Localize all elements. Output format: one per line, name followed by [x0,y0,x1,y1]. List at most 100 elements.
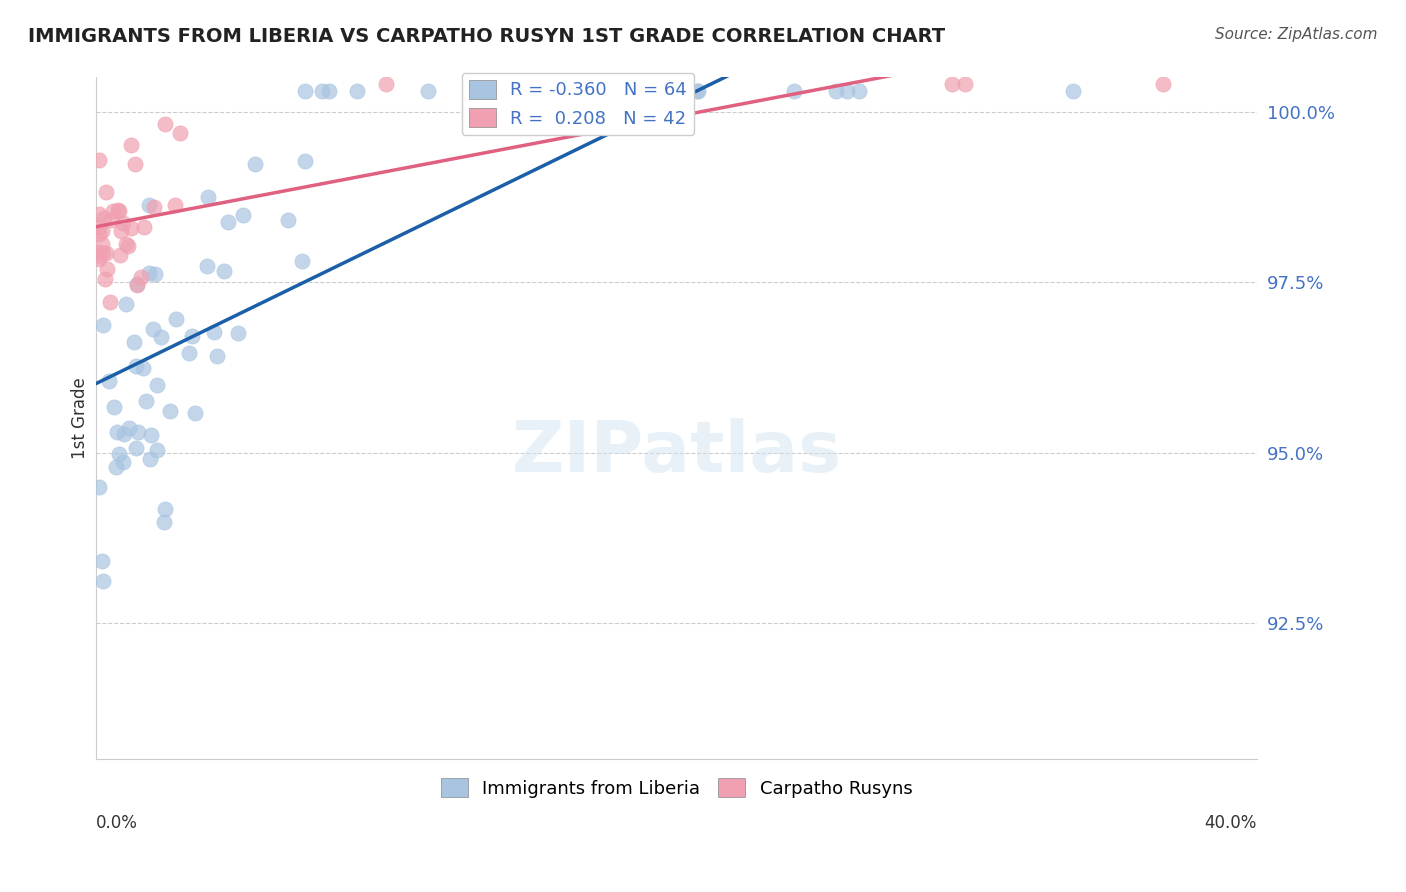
Point [114,297,136,311]
Point [375,77,398,91]
Point [87,249,110,263]
Point [231,208,253,222]
Point [212,263,235,277]
Point [686,84,709,98]
Point [600,77,623,91]
Point [163,198,186,212]
Point [101,203,124,218]
Point [318,84,340,98]
Point [294,154,316,169]
Text: IMMIGRANTS FROM LIBERIA VS CARPATHO RUSYN 1ST GRADE CORRELATION CHART: IMMIGRANTS FROM LIBERIA VS CARPATHO RUSY… [28,27,945,45]
Point [159,403,181,417]
Point [105,425,128,439]
Point [134,219,156,234]
Point [127,425,149,439]
Point [90,237,112,252]
Point [93,211,115,226]
Point [202,325,225,339]
Text: 0.0%: 0.0% [96,814,138,832]
Point [197,190,219,204]
Point [179,345,201,359]
Point [837,84,859,98]
Point [598,84,620,98]
Text: 40.0%: 40.0% [1205,814,1257,832]
Point [576,77,599,91]
Point [165,311,187,326]
Point [112,426,135,441]
Point [1062,84,1084,98]
Point [782,84,804,98]
Point [100,213,122,227]
Point [108,204,131,219]
Point [96,262,118,277]
Text: ZIPatlas: ZIPatlas [512,418,842,487]
Point [87,219,110,234]
Point [243,157,266,171]
Point [103,400,125,414]
Point [131,360,153,375]
Point [294,84,316,98]
Point [135,394,157,409]
Point [98,294,121,309]
Point [87,227,110,241]
Point [155,117,177,131]
Point [87,245,110,260]
Point [112,455,135,469]
Point [108,447,131,461]
Point [152,516,174,530]
Legend: Immigrants from Liberia, Carpatho Rusyns: Immigrants from Liberia, Carpatho Rusyns [433,772,920,805]
Point [602,84,624,98]
Point [91,574,114,588]
Point [91,224,114,238]
Point [941,77,963,91]
Point [125,277,148,291]
Point [107,203,129,218]
Point [138,266,160,280]
Point [143,200,166,214]
Point [131,270,153,285]
Point [97,374,120,388]
Point [91,246,114,260]
Point [122,335,145,350]
Point [120,137,142,152]
Point [120,220,142,235]
Point [311,84,333,98]
Point [155,501,177,516]
Point [138,452,160,467]
Point [115,236,138,251]
Point [124,157,146,171]
Point [953,77,976,91]
Point [91,554,114,568]
Point [87,480,110,494]
Point [169,126,191,140]
Point [117,238,139,252]
Point [824,84,846,98]
Point [94,272,117,286]
Point [96,246,118,260]
Point [110,224,132,238]
Point [195,259,218,273]
Point [125,278,148,293]
Point [111,216,134,230]
Point [138,198,160,212]
Point [143,267,166,281]
Point [346,84,368,98]
Point [499,84,522,98]
Point [145,378,167,392]
Point [125,359,148,373]
Y-axis label: 1st Grade: 1st Grade [72,377,89,459]
Point [217,214,239,228]
Point [848,84,870,98]
Point [181,328,204,343]
Point [118,421,141,435]
Point [205,349,228,363]
Point [592,84,614,98]
Point [87,153,110,168]
Point [108,247,131,261]
Point [1152,77,1174,91]
Point [139,427,162,442]
Point [418,84,440,98]
Point [226,326,249,340]
Point [291,254,314,268]
Point [125,442,148,456]
